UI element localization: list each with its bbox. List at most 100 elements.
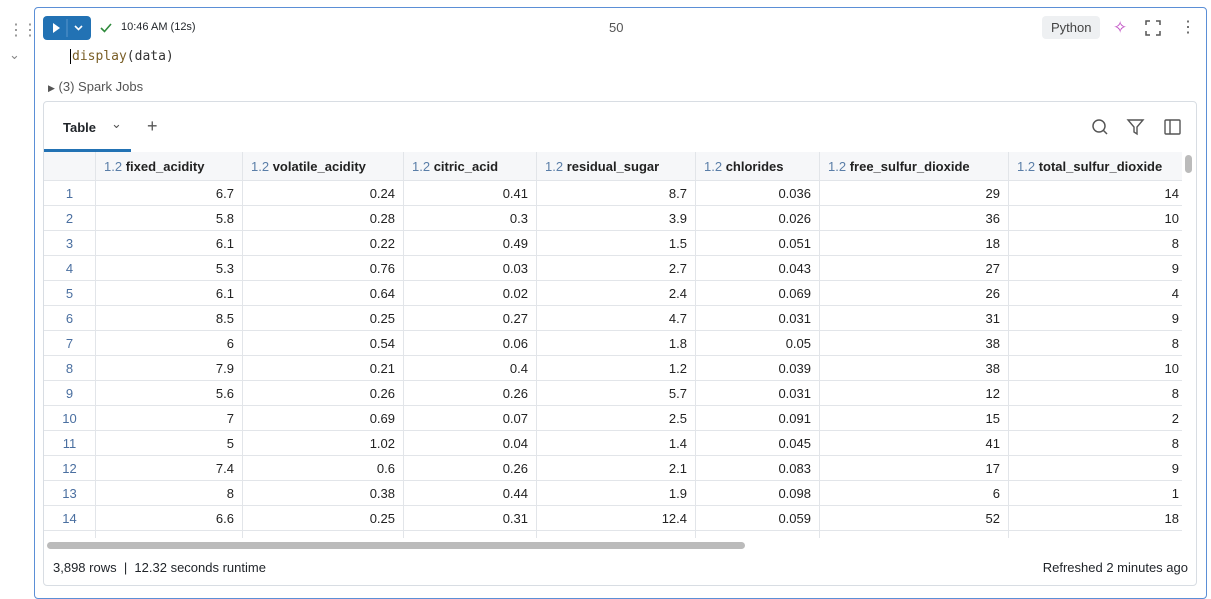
table-cell: 9 xyxy=(1009,306,1182,331)
table-cell: 0.31 xyxy=(404,506,537,531)
table-cell: 31 xyxy=(820,306,1009,331)
fullscreen-icon[interactable] xyxy=(1145,20,1161,36)
row-number: 12 xyxy=(44,456,96,481)
table-cell: 0.069 xyxy=(696,281,820,306)
run-button[interactable] xyxy=(43,16,91,40)
footer-stats: 3,898 rows | 12.32 seconds runtime xyxy=(53,560,266,575)
assistant-icon[interactable]: ✧ xyxy=(1113,18,1128,37)
table-cell: 5.3 xyxy=(96,256,243,281)
header-cell[interactable]: 1.2 free_sulfur_dioxide xyxy=(820,152,1009,181)
table-cell: 0.051 xyxy=(696,231,820,256)
table-cell: 0.059 xyxy=(696,506,820,531)
header-cell[interactable]: 1.2 volatile_acidity xyxy=(243,152,404,181)
code-token: display xyxy=(72,49,127,64)
table-cell: 0.22 xyxy=(243,231,404,256)
column-name: chlorides xyxy=(725,159,784,174)
table-cell: 9 xyxy=(1009,456,1182,481)
language-badge[interactable]: Python xyxy=(1042,16,1101,39)
table-cell: 6.6 xyxy=(96,506,243,531)
header-cell[interactable]: 1.2 residual_sugar xyxy=(537,152,696,181)
row-number: 1 xyxy=(44,181,96,206)
table-cell: 18 xyxy=(1009,506,1182,531)
table-cell: 1.5 xyxy=(537,231,696,256)
table-cell: 15 xyxy=(820,406,1009,431)
table-cell: 8.5 xyxy=(96,306,243,331)
table-cell: 0.28 xyxy=(243,206,404,231)
table-cell: 0.26 xyxy=(243,381,404,406)
row-number: 14 xyxy=(44,506,96,531)
table-cell: 8 xyxy=(1009,431,1182,456)
run-status: 10:46 AM (12s) xyxy=(121,21,196,33)
table-cell: 8 xyxy=(1009,231,1182,256)
table-cell: 2.7 xyxy=(537,256,696,281)
more-menu[interactable]: ⋮ xyxy=(1180,19,1196,36)
header-cell[interactable]: 1.2 chlorides xyxy=(696,152,820,181)
success-check xyxy=(100,23,112,33)
table-cell: 0.036 xyxy=(696,181,820,206)
column-name: free_sulfur_dioxide xyxy=(849,159,970,174)
row-count: 3,898 rows xyxy=(53,560,117,575)
table-cell: 14 xyxy=(1009,181,1182,206)
table-cell: 0.05 xyxy=(696,331,820,356)
row-number: 13 xyxy=(44,481,96,506)
table-cell: 8 xyxy=(96,481,243,506)
table-cell: 7.9 xyxy=(96,356,243,381)
table-cell: 29 xyxy=(820,181,1009,206)
code-token: (data) xyxy=(126,49,174,64)
collapse-chevron[interactable]: ⌄ xyxy=(9,47,20,62)
column-name: fixed_acidity xyxy=(125,159,205,174)
table-cell: 0.44 xyxy=(404,481,537,506)
table-cell: 2.5 xyxy=(537,406,696,431)
column-type: 1.2 xyxy=(1017,159,1036,174)
table-cell: 1 xyxy=(1009,481,1182,506)
cell-number: 50 xyxy=(609,20,624,35)
table-cell: 0.6 xyxy=(243,456,404,481)
table-cell: 1.9 xyxy=(537,481,696,506)
table-cell: 7.4 xyxy=(96,456,243,481)
table-cell xyxy=(404,531,537,538)
table-cell: 0.26 xyxy=(404,456,537,481)
toolbar-icons[interactable] xyxy=(1090,118,1186,136)
drag-handle[interactable]: ⋮⋮ xyxy=(8,22,38,39)
tab[interactable]: Table xyxy=(63,120,96,135)
table-cell: 6.7 xyxy=(96,181,243,206)
row-number: 11 xyxy=(44,431,96,456)
table-cell: 6 xyxy=(820,481,1009,506)
table-cell: 0.02 xyxy=(404,281,537,306)
header-cell[interactable]: 1.2 fixed_acidity xyxy=(96,152,243,181)
code-line: display(data) xyxy=(70,49,174,64)
table-cell: 27 xyxy=(820,256,1009,281)
table-cell xyxy=(820,531,1009,538)
data-grid: 1.2 fixed_acidity 1.2 volatile_acidity 1.2… xyxy=(44,152,1182,538)
table-cell: 8.7 xyxy=(537,181,696,206)
h-scrollbar[interactable] xyxy=(47,542,745,549)
table-cell: 0.54 xyxy=(243,331,404,356)
table-cell: 0.69 xyxy=(243,406,404,431)
table-cell: 0.26 xyxy=(404,381,537,406)
table-cell: 52 xyxy=(820,506,1009,531)
v-scrollbar[interactable] xyxy=(1185,155,1192,173)
table-cell: 38 xyxy=(820,331,1009,356)
table-cell: 26 xyxy=(820,281,1009,306)
table-cell: 0.03 xyxy=(404,256,537,281)
table-cell: 0.38 xyxy=(243,481,404,506)
table-cell: 0.031 xyxy=(696,306,820,331)
header-cell[interactable]: 1.2 citric_acid xyxy=(404,152,537,181)
tab-dropdown[interactable]: ⌄ xyxy=(111,116,122,131)
table-cell: 0.098 xyxy=(696,481,820,506)
table-cell: 1.8 xyxy=(537,331,696,356)
table-cell: 0.41 xyxy=(404,181,537,206)
add-tab[interactable]: + xyxy=(147,116,158,136)
table-cell: 41 xyxy=(820,431,1009,456)
table-cell: 4 xyxy=(1009,281,1182,306)
header-cell xyxy=(44,152,96,181)
table-cell: 0.091 xyxy=(696,406,820,431)
table-cell: 0.026 xyxy=(696,206,820,231)
table-cell: 12 xyxy=(820,381,1009,406)
header-cell[interactable]: 1.2 total_sulfur_dioxide xyxy=(1009,152,1182,181)
table-cell: 4.7 xyxy=(537,306,696,331)
spark-jobs[interactable]: ▶ (3) Spark Jobs xyxy=(48,79,144,94)
table-cell: 12.4 xyxy=(537,506,696,531)
column-type: 1.2 xyxy=(251,159,270,174)
row-number: 3 xyxy=(44,231,96,256)
